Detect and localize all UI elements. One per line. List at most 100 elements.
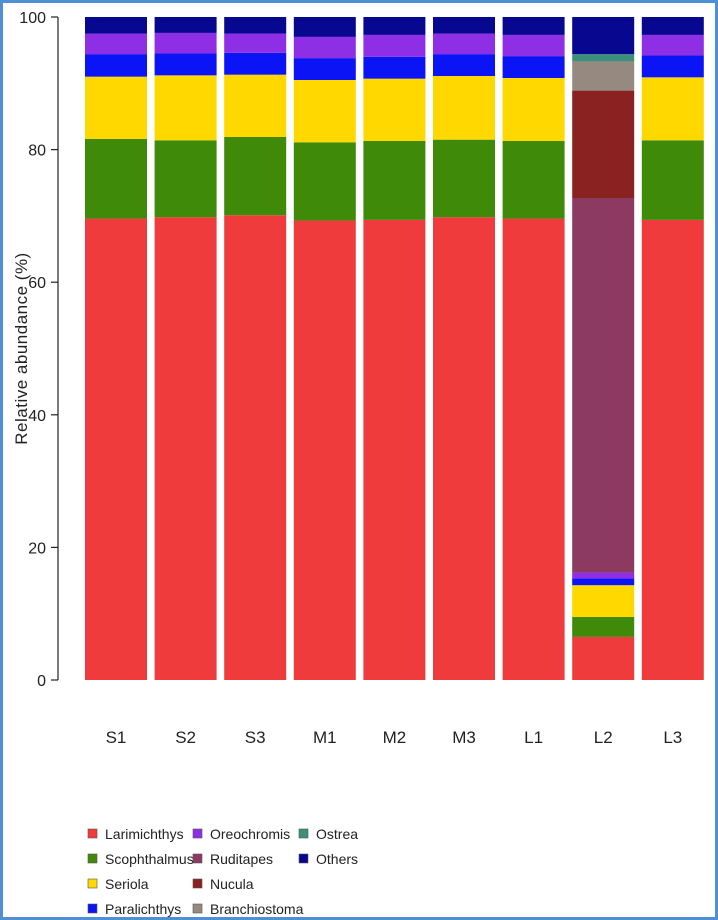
y-tick-label: 40 [28, 408, 46, 425]
bar-segment-l2-seriola [572, 585, 635, 618]
bar-segment-l3-seriola [641, 77, 704, 141]
legend-label-scophthalmus: Scophthalmus [105, 851, 194, 867]
bar-segment-m3-larimichthys [433, 217, 495, 681]
bar-segment-l2-larimichthys [572, 636, 635, 680]
bar-segment-m1-seriola [293, 79, 356, 143]
bar-segment-m2-others [363, 17, 426, 35]
x-tick-label-s3: S3 [245, 728, 266, 747]
legend: Larimichthys Scophthalmus Seriola Paralicht… [87, 826, 358, 917]
bar-segment-m2-scophthalmus [363, 140, 426, 220]
bar-segment-l1-paralichthys [502, 56, 565, 78]
legend-swatch-others [298, 853, 309, 864]
x-tick-label-m2: M2 [383, 728, 407, 747]
bar-segment-m1-scophthalmus [293, 142, 356, 221]
legend-label-ostrea: Ostrea [316, 826, 358, 842]
legend-label-ruditapes: Ruditapes [210, 851, 273, 867]
x-tick-labels: S1 S2 S3 M1 M2 M3 L1 L2 L3 [106, 728, 683, 747]
bar-segment-s3-seriola [224, 74, 287, 137]
y-tick-label: 20 [28, 540, 46, 557]
legend-swatch-nucula [192, 878, 203, 889]
bar-segment-m3-paralichthys [433, 54, 495, 77]
bar-segment-l2-nucula [572, 90, 635, 198]
bar-segment-m2-larimichthys [363, 219, 426, 680]
bar-segment-l1-others [502, 17, 565, 35]
bar-segment-l3-others [641, 17, 704, 35]
bar-segment-s1-paralichthys [85, 54, 147, 77]
bar-segment-s3-others [224, 17, 287, 34]
x-tick-label-s1: S1 [106, 728, 127, 747]
bar-segment-s3-scophthalmus [224, 137, 287, 216]
legend-swatch-ostrea [298, 828, 309, 839]
bar-segment-s3-oreochromis [224, 33, 287, 53]
bar-segment-l1-scophthalmus [502, 140, 565, 219]
legend-label-larimichthys: Larimichthys [105, 826, 184, 842]
bar-segment-s2-larimichthys [154, 217, 217, 681]
stacked-bar-chart: 0 20 40 60 80 100 S1 S2 S3 M1 M2 M3 L1 L2 L3 Relative… [12, 10, 704, 917]
x-tick-label-l1: L1 [524, 728, 543, 747]
y-axis-label: Relative abundance (%) [12, 252, 31, 444]
bar-segment-l2-branchiostoma [572, 61, 635, 91]
x-tick-label-l2: L2 [594, 728, 613, 747]
bar-segment-m2-oreochromis [363, 34, 426, 57]
y-tick-label: 80 [28, 143, 46, 160]
bar-segment-m1-others [293, 17, 356, 37]
bar-segment-l2-paralichthys [572, 578, 635, 586]
bar-segment-l1-oreochromis [502, 34, 565, 57]
legend-label-seriola: Seriola [105, 876, 149, 892]
bar-segment-l3-paralichthys [641, 55, 704, 78]
bar-segment-s2-paralichthys [154, 53, 217, 76]
x-tick-label-m1: M1 [313, 728, 337, 747]
legend-label-others: Others [316, 851, 358, 867]
bar-segment-m1-paralichthys [293, 58, 356, 80]
legend-label-paralichthys: Paralichthys [105, 901, 181, 917]
bar-segment-m3-others [433, 17, 495, 34]
x-tick-label-m3: M3 [452, 728, 476, 747]
bar-segment-m2-paralichthys [363, 56, 426, 79]
bar-segment-l2-oreochromis [572, 572, 635, 579]
bar-segment-l2-scophthalmus [572, 617, 635, 637]
bar-segment-s1-seriola [85, 76, 147, 139]
legend-swatch-ruditapes [192, 853, 203, 864]
bar-segment-s2-others [154, 17, 217, 33]
bar-segment-m3-seriola [433, 76, 495, 140]
bar-segment-m3-oreochromis [433, 33, 495, 55]
bar-segment-l2-ostrea [572, 54, 635, 62]
legend-swatch-paralichthys [87, 903, 98, 914]
y-tick-label: 60 [28, 275, 46, 292]
bar-segment-s1-others [85, 17, 147, 34]
x-tick-label-l3: L3 [663, 728, 682, 747]
legend-swatch-seriola [87, 878, 98, 889]
bar-segment-s2-oreochromis [154, 32, 217, 54]
x-tick-label-s2: S2 [175, 728, 196, 747]
bar-segment-m3-scophthalmus [433, 139, 495, 218]
bar-segment-s1-scophthalmus [85, 138, 147, 219]
legend-swatch-branchiostoma [192, 903, 203, 914]
bars [85, 17, 704, 681]
bar-segment-s1-larimichthys [85, 218, 147, 681]
bar-segment-m1-larimichthys [293, 220, 356, 681]
bar-segment-l2-ruditapes [572, 198, 635, 573]
legend-label-oreochromis: Oreochromis [210, 826, 290, 842]
legend-swatch-larimichthys [87, 828, 98, 839]
y-tick-label: 100 [19, 10, 46, 27]
bar-segment-s2-seriola [154, 75, 217, 141]
bar-segment-l1-seriola [502, 78, 565, 141]
bar-segment-s3-paralichthys [224, 52, 287, 75]
bar-segment-s1-oreochromis [85, 33, 147, 55]
bar-segment-m1-oreochromis [293, 36, 356, 59]
bar-segment-s3-larimichthys [224, 215, 287, 681]
bar-segment-l2-others [572, 17, 635, 55]
bar-segment-m2-seriola [363, 78, 426, 141]
bar-segment-l3-oreochromis [641, 34, 704, 56]
bar-segment-l1-larimichthys [502, 218, 565, 681]
y-axis: 0 20 40 60 80 100 [19, 10, 59, 690]
bar-segment-s2-scophthalmus [154, 140, 217, 218]
y-tick-label: 0 [37, 673, 46, 690]
legend-swatch-oreochromis [192, 828, 203, 839]
bar-segment-l3-larimichthys [641, 219, 704, 680]
legend-label-nucula: Nucula [210, 876, 254, 892]
bar-segment-l3-scophthalmus [641, 140, 704, 220]
legend-swatch-scophthalmus [87, 853, 98, 864]
legend-label-branchiostoma: Branchiostoma [210, 901, 304, 917]
